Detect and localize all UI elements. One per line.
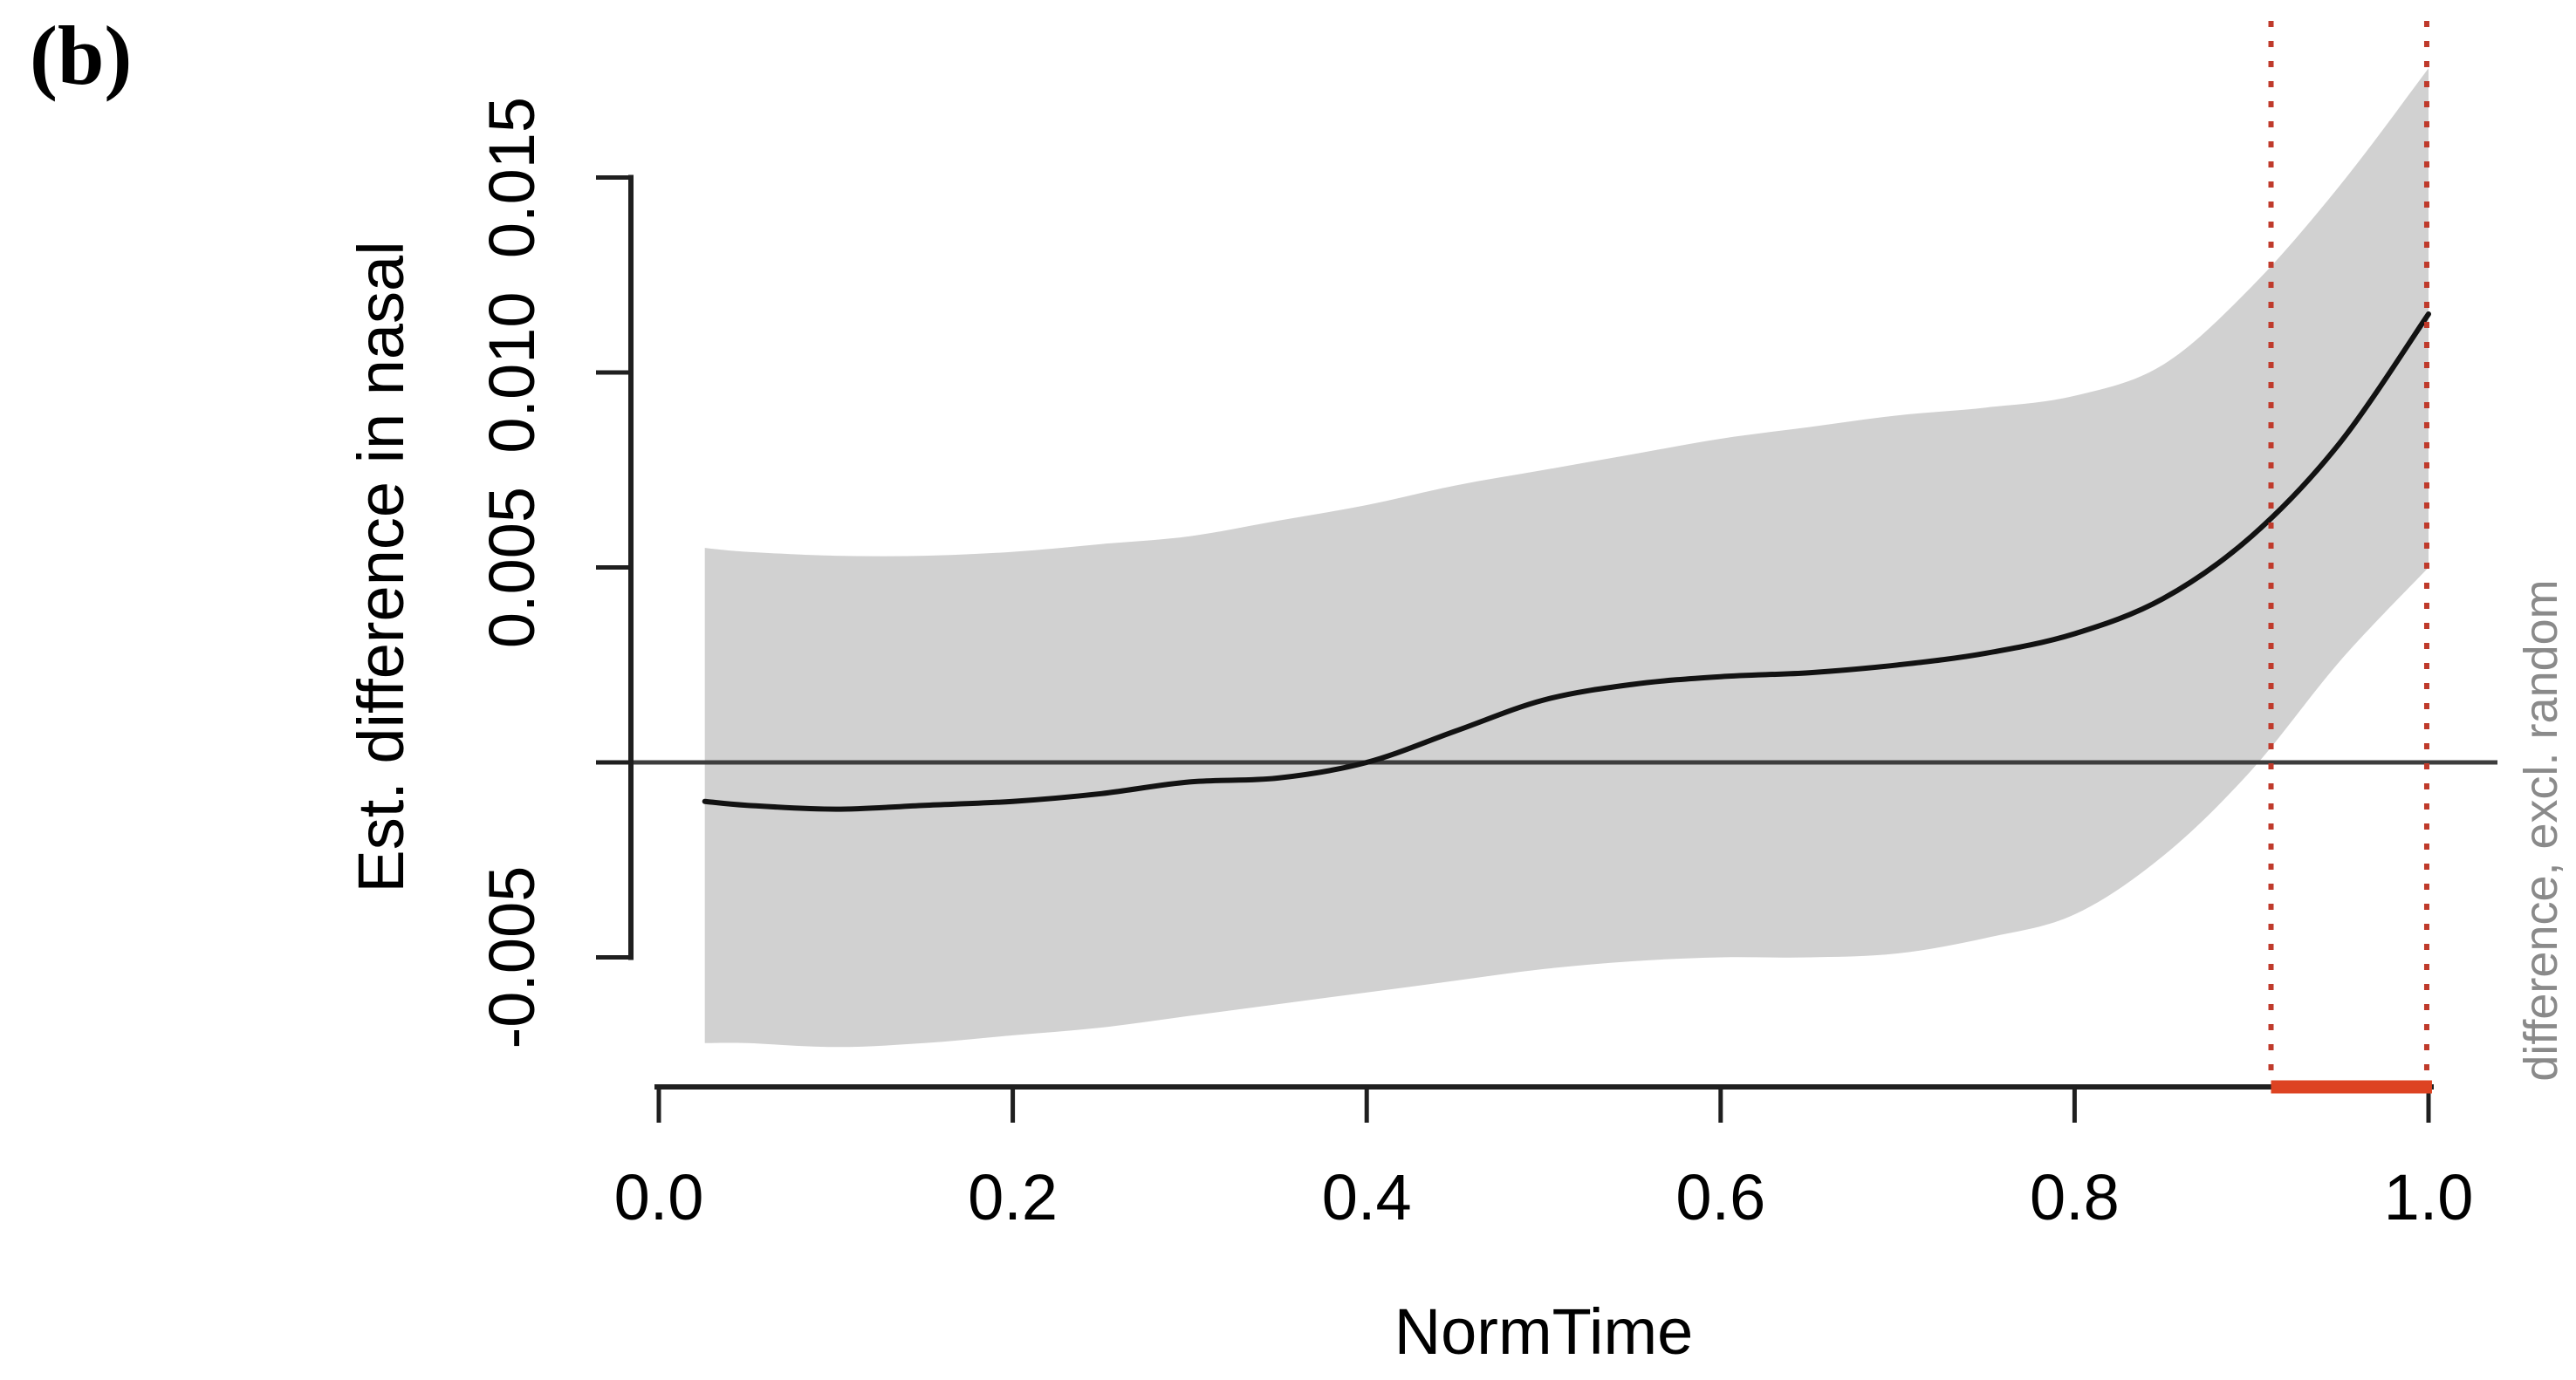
x-tick-label: 0.8	[2030, 1161, 2120, 1233]
x-tick-label: 0.0	[614, 1161, 704, 1233]
y-tick-label: 0.005	[476, 487, 548, 648]
panel-label: (b)	[30, 9, 133, 102]
x-axis-label: NormTime	[1394, 1295, 1694, 1368]
x-tick-label: 0.6	[1675, 1161, 1765, 1233]
right-axis-label: difference, excl. random	[2515, 579, 2567, 1081]
x-tick-label: 1.0	[2384, 1161, 2474, 1233]
y-axis: 0.015 0.010 0.005 -0.005	[476, 97, 634, 1049]
plot-area: 0.015 0.010 0.005 -0.005 0.0 0.2 0.4 0.6 0.8 1.0…	[345, 21, 2567, 1368]
y-tick-label: 0.015	[476, 97, 548, 258]
confidence-band	[704, 68, 2429, 1048]
x-tick-label: 0.2	[968, 1161, 1058, 1233]
x-axis: 0.0 0.2 0.4 0.6 0.8 1.0	[614, 1084, 2474, 1233]
y-tick-label: 0.010	[476, 291, 548, 453]
y-axis-label: Est. difference in nasal	[345, 241, 417, 892]
y-tick-label: -0.005	[476, 866, 548, 1049]
smooth-fit-line	[702, 311, 2431, 812]
x-tick-label: 0.4	[1322, 1161, 1412, 1233]
